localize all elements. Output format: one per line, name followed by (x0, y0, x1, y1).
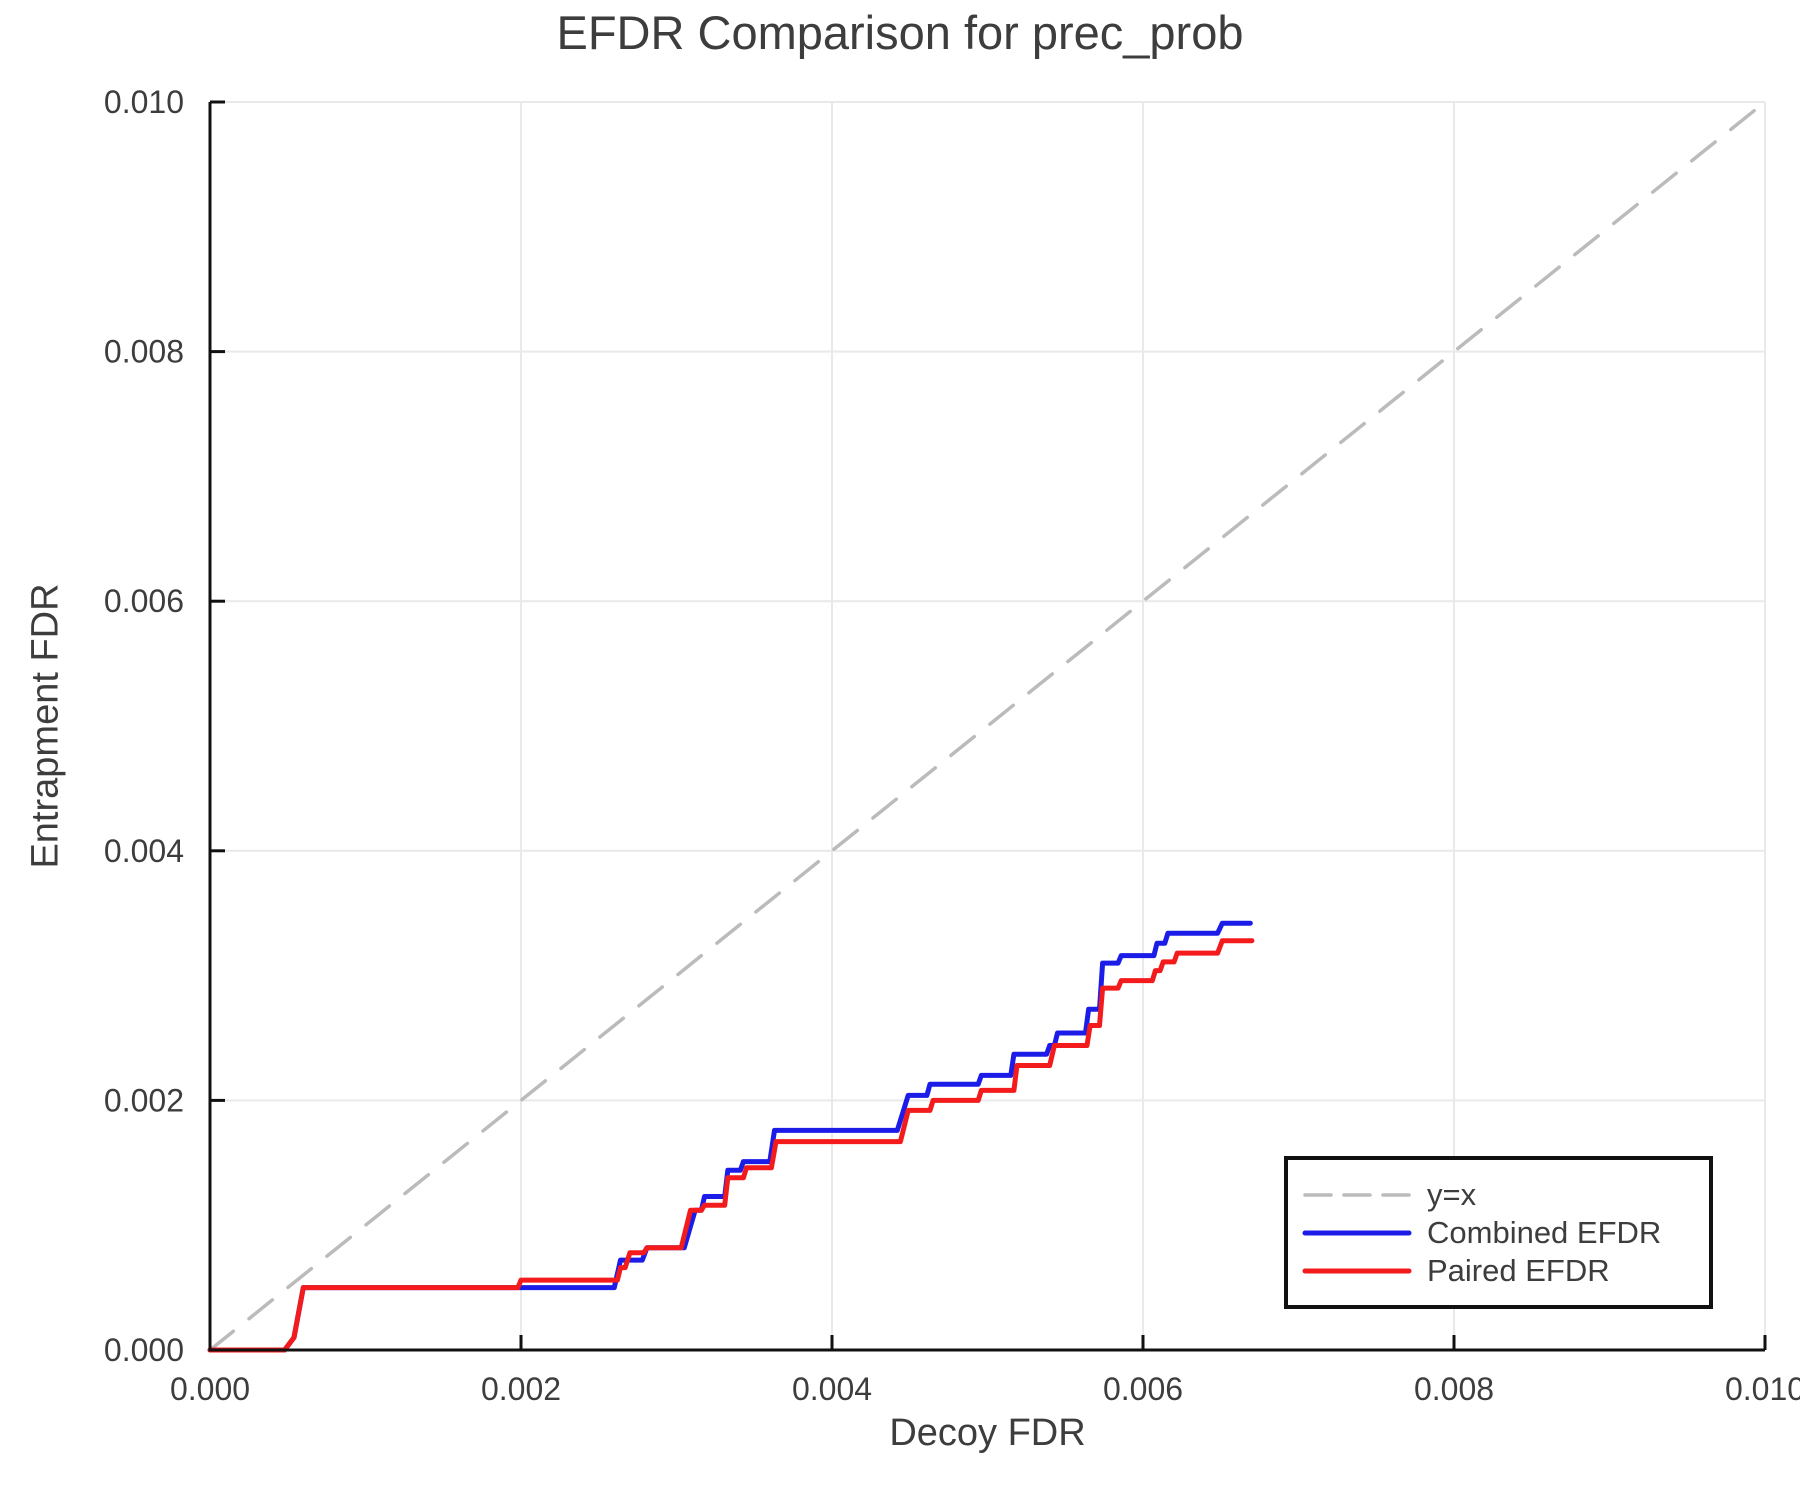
y-tick-label: 0.000 (104, 1332, 184, 1368)
legend-item-label: Paired EFDR (1427, 1253, 1610, 1288)
y-tick-label: 0.008 (104, 334, 184, 370)
series-line-paired-efdr (207, 938, 1255, 1353)
x-tick-label: 0.006 (1103, 1371, 1183, 1407)
legend-dashed-line-sample (1303, 1192, 1411, 1197)
x-tick-label: 0.004 (792, 1371, 872, 1407)
y-tick-label: 0.004 (104, 833, 184, 869)
legend: y=x Combined EFDR Paired EFDR (1284, 1156, 1713, 1309)
y-tick-label: 0.010 (104, 84, 184, 120)
x-tick-label: 0.010 (1725, 1371, 1800, 1407)
x-tick-label: 0.008 (1414, 1371, 1494, 1407)
legend-item-paired-efdr: Paired EFDR (1302, 1252, 1709, 1290)
x-tick-label: 0.000 (170, 1371, 250, 1407)
chart-title: EFDR Comparison for prec_prob (556, 6, 1244, 59)
y-tick-label: 0.006 (104, 583, 184, 619)
legend-item-y-x: y=x (1302, 1176, 1709, 1214)
legend-item-label: Combined EFDR (1427, 1215, 1662, 1250)
legend-line-sample (1302, 1230, 1412, 1235)
y-axis-label: Entrapment FDR (24, 583, 67, 869)
series-line-y-x (208, 100, 1767, 1352)
x-tick-label: 0.002 (481, 1371, 561, 1407)
x-axis-label: Decoy FDR (889, 1412, 1086, 1454)
y-tick-label: 0.002 (104, 1082, 184, 1118)
legend-line-sample (1302, 1268, 1412, 1273)
legend-item-combined-efdr: Combined EFDR (1302, 1214, 1709, 1252)
legend-item-label: y=x (1427, 1177, 1477, 1212)
